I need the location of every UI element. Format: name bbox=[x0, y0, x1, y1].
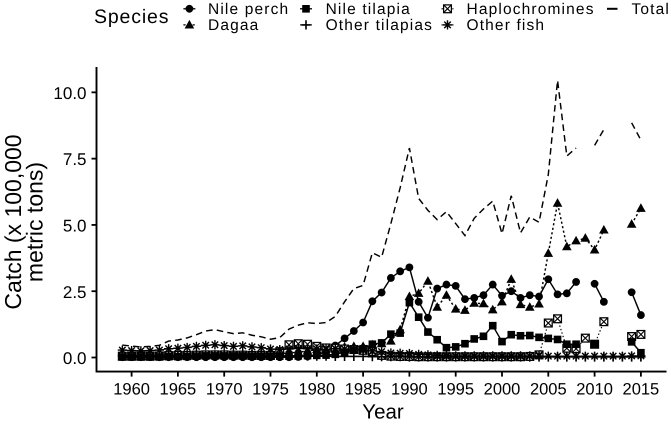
svg-text:Other fish: Other fish bbox=[467, 17, 546, 34]
svg-text:1975: 1975 bbox=[252, 381, 289, 399]
svg-text:Nile perch: Nile perch bbox=[208, 1, 289, 18]
svg-text:metric tons): metric tons) bbox=[22, 162, 48, 282]
svg-text:Dagaa: Dagaa bbox=[208, 17, 259, 34]
svg-text:2000: 2000 bbox=[484, 381, 521, 399]
svg-text:1960: 1960 bbox=[113, 381, 150, 399]
svg-text:Nile tilapia: Nile tilapia bbox=[326, 1, 411, 18]
svg-text:2.5: 2.5 bbox=[63, 283, 87, 302]
svg-text:1985: 1985 bbox=[345, 381, 382, 399]
svg-text:7.5: 7.5 bbox=[63, 150, 87, 169]
svg-text:Year: Year bbox=[362, 401, 404, 423]
svg-text:Other tilapias: Other tilapias bbox=[326, 17, 433, 34]
svg-text:Haplochromines: Haplochromines bbox=[467, 1, 595, 18]
svg-text:2015: 2015 bbox=[623, 381, 660, 399]
svg-text:2010: 2010 bbox=[576, 381, 613, 399]
svg-text:1965: 1965 bbox=[160, 381, 197, 399]
svg-text:Species: Species bbox=[94, 6, 169, 28]
svg-text:2005: 2005 bbox=[530, 381, 567, 399]
svg-text:Catch (x 100,000: Catch (x 100,000 bbox=[0, 134, 26, 309]
svg-text:Total: Total bbox=[632, 1, 671, 18]
svg-text:0.0: 0.0 bbox=[63, 349, 87, 368]
svg-text:1990: 1990 bbox=[391, 381, 428, 399]
svg-text:1980: 1980 bbox=[298, 381, 335, 399]
svg-text:10.0: 10.0 bbox=[53, 84, 86, 103]
svg-text:1970: 1970 bbox=[206, 381, 243, 399]
svg-text:5.0: 5.0 bbox=[63, 217, 87, 236]
svg-text:1995: 1995 bbox=[437, 381, 474, 399]
